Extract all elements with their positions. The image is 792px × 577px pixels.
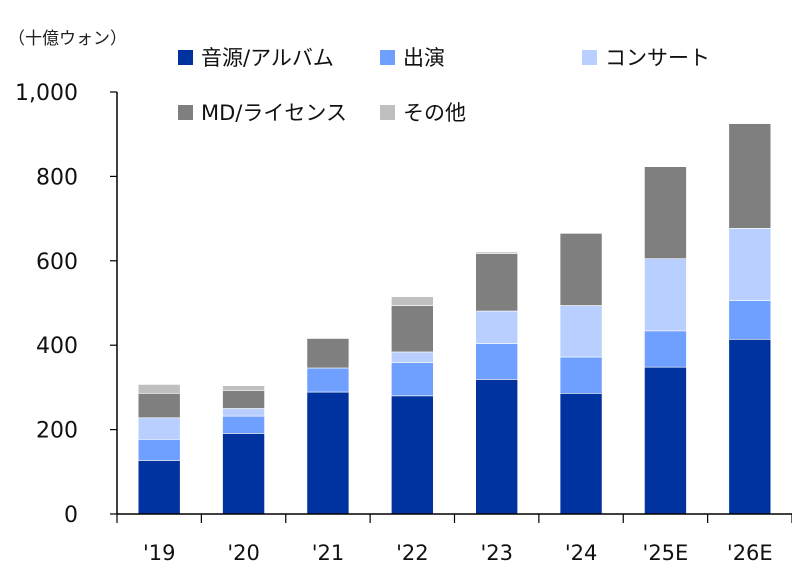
bar-segment xyxy=(306,338,350,369)
unit-label: （十億ウォン） xyxy=(8,29,127,49)
bar-segment xyxy=(137,393,181,419)
legend-swatch xyxy=(178,49,193,65)
bar-segment xyxy=(559,305,603,358)
legend-swatch xyxy=(380,49,395,65)
bar-segment xyxy=(475,310,518,344)
bar-segment xyxy=(644,366,687,515)
y-tick-label: 600 xyxy=(36,250,78,275)
bar-segment xyxy=(559,233,603,306)
bar-segment xyxy=(559,356,603,394)
y-tick-label: 800 xyxy=(36,165,78,190)
bar-segment xyxy=(137,384,181,394)
bar-segment xyxy=(306,337,350,339)
legend-label: MD/ライセンス xyxy=(201,101,347,125)
y-tick-label: 200 xyxy=(36,419,78,444)
x-tick-label: '22 xyxy=(396,541,429,565)
x-tick-label: '21 xyxy=(312,541,345,565)
x-tick-label: '20 xyxy=(227,541,260,565)
bar-segment xyxy=(644,330,687,368)
legend-item-md-license: MD/ライセンス xyxy=(178,97,347,127)
bar-segment xyxy=(306,391,350,515)
bar-segment xyxy=(137,460,181,515)
legend-item-other: その他 xyxy=(380,97,466,127)
legend-item-concert: コンサート xyxy=(582,42,710,72)
legend-label: コンサート xyxy=(605,46,710,70)
x-tick-label: '25E xyxy=(643,541,689,565)
x-tick-label: '24 xyxy=(565,541,598,565)
bar-segment xyxy=(391,305,434,353)
bar-segment xyxy=(728,123,772,229)
bar-segment xyxy=(475,251,518,254)
bar-segment xyxy=(137,417,181,440)
bar-segment xyxy=(559,393,603,515)
bar-segment xyxy=(222,415,265,434)
bar-segment xyxy=(644,258,687,332)
bar-segment xyxy=(475,253,518,312)
legend-item-appearance: 出演 xyxy=(380,42,445,72)
bar-segment xyxy=(475,379,518,515)
legend-swatch xyxy=(582,49,597,65)
bar-segment xyxy=(728,300,772,340)
bar-segment xyxy=(222,390,265,409)
bar-segment xyxy=(137,439,181,461)
legend-item-music-album: 音源/アルバム xyxy=(178,42,334,72)
bar-segment xyxy=(728,338,772,515)
y-tick-label: 400 xyxy=(36,334,78,359)
legend-label: 出演 xyxy=(403,46,445,70)
legend-swatch xyxy=(380,104,395,120)
x-tick-label: '26E xyxy=(727,541,773,565)
bar-segment xyxy=(222,385,265,391)
legend-label: 音源/アルバム xyxy=(201,46,334,70)
bar-segment xyxy=(644,166,687,259)
x-tick-label: '23 xyxy=(480,541,513,565)
x-tick-label: '19 xyxy=(143,541,176,565)
bar-segment xyxy=(391,296,434,306)
bar-segment xyxy=(391,395,434,515)
legend-label: その他 xyxy=(403,101,466,125)
y-tick-label: 1,000 xyxy=(15,81,78,106)
bar-segment xyxy=(222,408,265,417)
legend-swatch xyxy=(178,104,193,120)
bar-segment xyxy=(475,343,518,380)
bar-segment xyxy=(728,228,772,301)
bar-segment xyxy=(222,433,265,515)
y-tick-label: 0 xyxy=(64,503,78,528)
bar-segment xyxy=(391,351,434,363)
bar-segment xyxy=(391,362,434,397)
bar-segment xyxy=(306,367,350,393)
